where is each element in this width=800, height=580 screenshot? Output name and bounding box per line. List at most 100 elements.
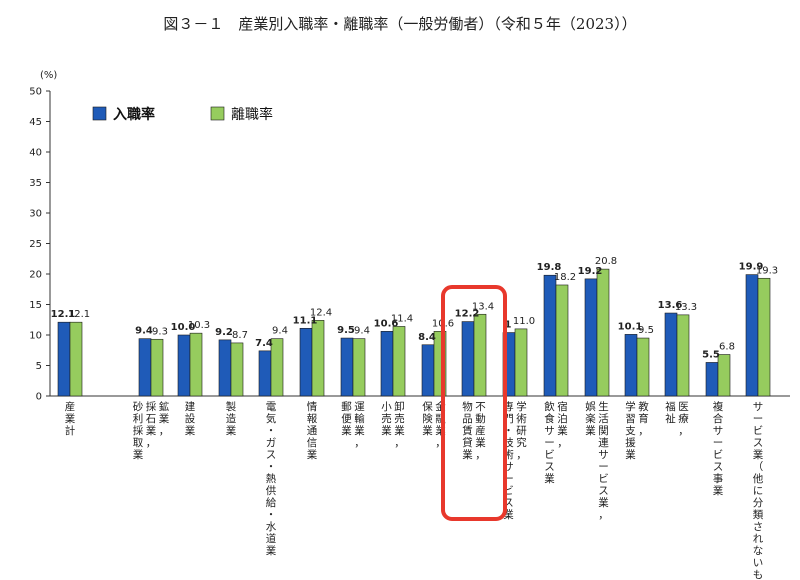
category-label: 生活関連サービス業，娯楽業 <box>585 400 609 521</box>
bar-nyushoku <box>705 362 719 397</box>
category-labels: 産業計 鉱業，採石業，砂利採取業 建設業 製造業 電気・ガス・熱供給・水道業 情報通信業 運… <box>65 400 764 580</box>
category-label: 情報通信業 <box>307 400 318 461</box>
bar-rishoku <box>311 320 325 397</box>
bar-rishoku <box>555 284 569 397</box>
category-label-column: 福祉 <box>665 400 676 425</box>
category-label-column: 飲食サービス業 <box>544 400 555 485</box>
value-label-nyushoku: 7.4 <box>255 338 273 349</box>
category-label: 産業計 <box>65 400 76 437</box>
category-label-column: 宿泊業， <box>557 400 568 449</box>
category-label: 教育，学習支援業 <box>625 400 649 461</box>
value-label-rishoku: 20.8 <box>595 256 617 267</box>
bar-rishoku <box>717 354 731 397</box>
y-tick-label: 30 <box>29 209 42 220</box>
y-tick-label: 20 <box>29 270 42 281</box>
value-label-rishoku: 9.4 <box>272 326 288 337</box>
category-label-column: 建設業 <box>185 400 196 437</box>
category-label: 製造業 <box>226 400 237 437</box>
category-label-column: 物品賃貸業 <box>462 400 473 461</box>
y-axis-unit: (%) <box>40 70 57 81</box>
category-label-column: 小売業 <box>381 401 392 437</box>
category-label: 学術研究，専門・技術サービス業 <box>503 400 527 521</box>
bar-nyushoku <box>745 274 759 397</box>
value-label-nyushoku: 10.1 <box>618 321 643 332</box>
bar-rishoku <box>189 332 203 397</box>
value-label-rishoku: 19.3 <box>756 265 778 276</box>
category-label-column: 保険業 <box>422 400 433 437</box>
y-tick-label: 50 <box>29 87 42 98</box>
value-label-nyushoku: 19.9 <box>739 262 764 273</box>
value-label-nyushoku: 10.0 <box>171 322 196 333</box>
value-label-nyushoku: 12.2 <box>455 309 480 320</box>
y-tick-label: 35 <box>29 178 42 189</box>
bar-rishoku <box>150 338 164 397</box>
value-label-nyushoku: 19.2 <box>578 266 603 277</box>
bar-nyushoku <box>421 344 435 397</box>
category-label: 医療，福祉 <box>665 400 689 437</box>
bar-rishoku <box>392 326 406 397</box>
category-label-column: 電気・ガス・熱供給・水道業 <box>266 401 277 557</box>
y-tick-label: 45 <box>29 117 42 128</box>
bar-nyushoku <box>461 321 475 397</box>
category-label: 運輸業，郵便業 <box>341 401 365 449</box>
highlight-box <box>441 285 507 521</box>
y-tick-label: 25 <box>29 239 42 250</box>
bar-nyushoku <box>340 337 354 397</box>
value-label-rishoku: 9.4 <box>354 326 370 337</box>
value-label-rishoku: 11.0 <box>513 316 535 327</box>
bar-nyushoku <box>138 338 152 397</box>
category-label-column: 運輸業， <box>354 401 365 449</box>
bar-rishoku <box>69 321 83 397</box>
y-tick-label: 15 <box>29 300 42 311</box>
value-label-rishoku: 18.2 <box>554 272 576 283</box>
value-label-rishoku: 10.3 <box>188 320 210 331</box>
value-label-nyushoku: 19.8 <box>537 262 562 273</box>
y-tick-label: 10 <box>29 331 42 342</box>
bar-nyushoku <box>258 350 272 397</box>
bar-rishoku <box>596 268 610 397</box>
bar-rishoku <box>676 314 690 397</box>
category-label-column: 医療， <box>678 401 689 437</box>
category-label: サービス業（他に分類されないもの） <box>753 401 764 580</box>
value-label-rishoku: 9.5 <box>638 325 654 336</box>
category-label: 卸売業，小売業 <box>381 400 405 449</box>
legend: 入職率 離職率 <box>92 106 273 123</box>
value-label-nyushoku: 5.5 <box>702 349 720 360</box>
category-label-column: サービス業（他に分類されないもの） <box>753 401 764 580</box>
category-label-column: 複合サービス事業 <box>713 400 724 497</box>
bar-rishoku <box>473 313 487 397</box>
y-tick-label: 0 <box>36 392 42 403</box>
bar-nyushoku <box>380 331 394 397</box>
value-label-rishoku: 9.3 <box>152 326 168 337</box>
category-label-column: 砂利採取業 <box>133 400 144 461</box>
category-label-column: 学習支援業 <box>625 400 636 461</box>
category-label-column: 不動産業， <box>475 401 486 461</box>
bar-rishoku <box>514 328 528 397</box>
bar-rishoku <box>230 342 244 397</box>
value-label-rishoku: 12.4 <box>310 307 332 318</box>
value-label-rishoku: 13.4 <box>472 301 494 312</box>
y-tick-label: 40 <box>29 148 42 159</box>
category-label-column: 教育， <box>638 400 649 437</box>
category-label: 不動産業，物品賃貸業 <box>462 400 486 461</box>
value-label-rishoku: 12.1 <box>68 309 90 320</box>
category-label: 金融業，保険業 <box>422 400 446 449</box>
y-tick-label: 5 <box>36 361 42 372</box>
value-label-rishoku: 8.7 <box>232 330 248 341</box>
category-label: 電気・ガス・熱供給・水道業 <box>266 401 277 557</box>
bar-rishoku <box>757 277 771 397</box>
value-label-rishoku: 6.8 <box>719 342 735 353</box>
category-label-column: 製造業 <box>226 400 237 437</box>
legend-swatch <box>92 106 107 121</box>
category-label-column: 採石業， <box>146 400 157 449</box>
category-label-column: 鉱業， <box>159 400 170 437</box>
bar-nyushoku <box>584 278 598 397</box>
bar-nyushoku <box>543 274 557 397</box>
bar-nyushoku <box>57 321 71 397</box>
bar-rishoku <box>352 338 366 397</box>
bars <box>57 268 771 397</box>
legend-swatch <box>210 106 225 121</box>
value-label-nyushoku: 8.4 <box>418 332 436 343</box>
value-label-nyushoku: 9.5 <box>337 325 355 336</box>
